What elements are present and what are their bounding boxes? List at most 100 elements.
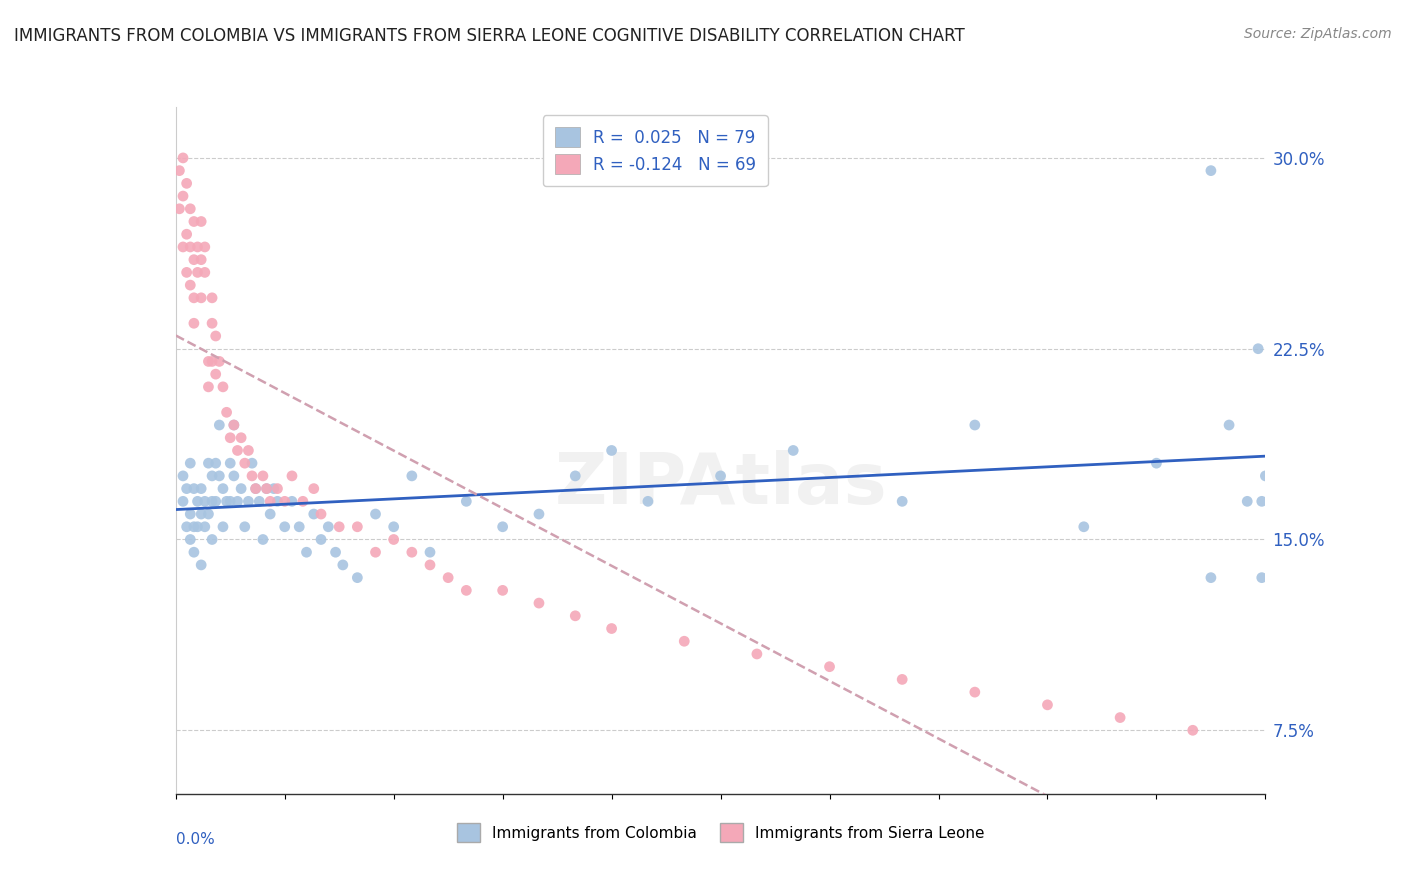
Point xyxy=(456,494,478,508)
Point xyxy=(1181,723,1204,738)
Point xyxy=(1250,494,1272,508)
Point xyxy=(328,520,350,534)
Point xyxy=(222,417,245,432)
Point xyxy=(179,240,201,254)
Point xyxy=(231,431,253,445)
Point xyxy=(274,494,297,508)
Point xyxy=(190,507,212,521)
Point xyxy=(281,469,304,483)
Point xyxy=(600,622,623,636)
Point xyxy=(1073,520,1095,534)
Point xyxy=(194,265,217,279)
Point xyxy=(186,240,209,254)
Point xyxy=(194,494,217,508)
Point xyxy=(222,417,245,432)
Point xyxy=(233,520,256,534)
Point xyxy=(346,571,368,585)
Point xyxy=(204,367,226,381)
Point xyxy=(564,469,586,483)
Point xyxy=(179,533,201,547)
Point xyxy=(176,520,198,534)
Point xyxy=(295,545,318,559)
Point xyxy=(252,469,274,483)
Point xyxy=(183,520,205,534)
Point xyxy=(745,647,768,661)
Point xyxy=(204,329,226,343)
Point xyxy=(201,354,224,368)
Point xyxy=(201,316,224,330)
Point xyxy=(419,545,441,559)
Point xyxy=(219,494,242,508)
Point xyxy=(1247,342,1270,356)
Point xyxy=(176,177,198,191)
Point xyxy=(346,520,368,534)
Point xyxy=(288,520,311,534)
Point xyxy=(190,291,212,305)
Point xyxy=(1199,571,1222,585)
Point xyxy=(197,380,219,394)
Point xyxy=(212,380,235,394)
Point xyxy=(382,533,405,547)
Point xyxy=(190,482,212,496)
Point xyxy=(186,494,209,508)
Point xyxy=(710,469,733,483)
Point xyxy=(219,456,242,470)
Point xyxy=(259,507,281,521)
Text: 0.0%: 0.0% xyxy=(176,831,215,847)
Point xyxy=(190,252,212,267)
Point xyxy=(245,482,267,496)
Point xyxy=(256,482,278,496)
Point xyxy=(382,520,405,534)
Point xyxy=(176,265,198,279)
Point xyxy=(204,494,226,508)
Point xyxy=(179,278,201,293)
Point xyxy=(891,494,914,508)
Point xyxy=(419,558,441,572)
Point xyxy=(186,265,209,279)
Point xyxy=(782,443,804,458)
Point xyxy=(208,469,231,483)
Point xyxy=(215,494,238,508)
Point xyxy=(212,520,235,534)
Point xyxy=(222,469,245,483)
Point xyxy=(179,507,201,521)
Point xyxy=(564,608,586,623)
Point xyxy=(266,482,288,496)
Point xyxy=(238,494,260,508)
Point xyxy=(208,417,231,432)
Point xyxy=(256,482,278,496)
Point xyxy=(332,558,354,572)
Point xyxy=(600,443,623,458)
Point xyxy=(240,469,263,483)
Point xyxy=(527,596,550,610)
Point xyxy=(245,482,267,496)
Point xyxy=(183,291,205,305)
Point xyxy=(176,482,198,496)
Point xyxy=(456,583,478,598)
Point xyxy=(263,482,285,496)
Point xyxy=(309,533,332,547)
Point xyxy=(197,354,219,368)
Point xyxy=(252,533,274,547)
Point xyxy=(219,431,242,445)
Point xyxy=(169,202,191,216)
Point xyxy=(364,507,387,521)
Text: IMMIGRANTS FROM COLOMBIA VS IMMIGRANTS FROM SIERRA LEONE COGNITIVE DISABILITY CO: IMMIGRANTS FROM COLOMBIA VS IMMIGRANTS F… xyxy=(14,27,965,45)
Point xyxy=(190,214,212,228)
Point xyxy=(247,494,270,508)
Point xyxy=(527,507,550,521)
Point xyxy=(172,240,194,254)
Point xyxy=(437,571,460,585)
Point xyxy=(266,494,288,508)
Point xyxy=(197,456,219,470)
Point xyxy=(172,469,194,483)
Point xyxy=(204,456,226,470)
Point xyxy=(212,482,235,496)
Point xyxy=(176,227,198,242)
Point xyxy=(183,316,205,330)
Point xyxy=(190,558,212,572)
Point xyxy=(186,520,209,534)
Point xyxy=(169,163,191,178)
Point xyxy=(201,291,224,305)
Point xyxy=(1109,710,1132,724)
